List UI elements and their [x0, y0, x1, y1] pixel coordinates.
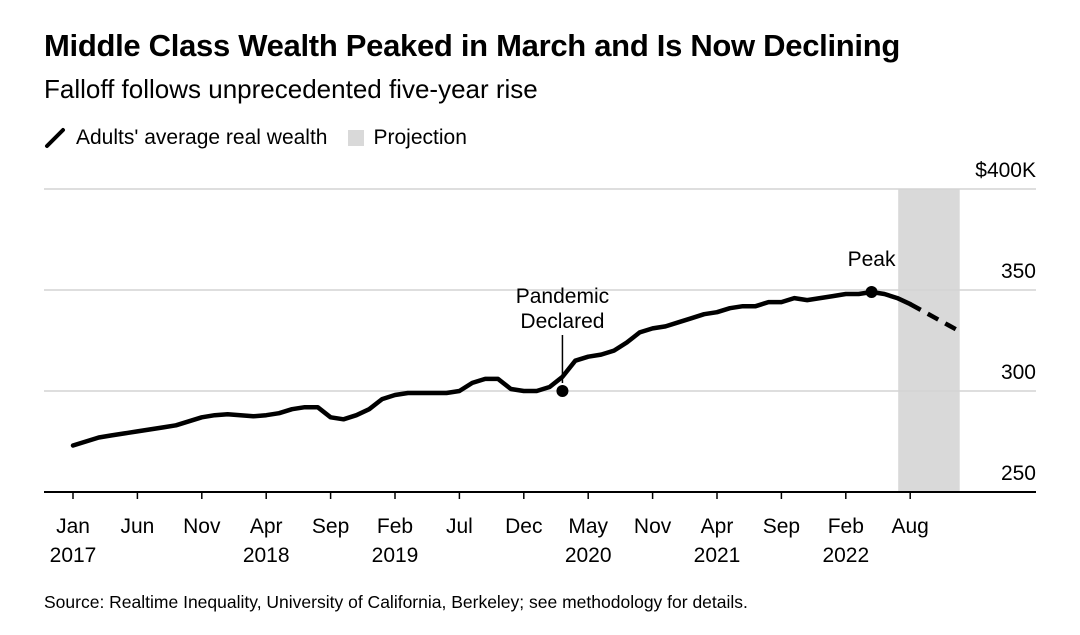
- x-tick-month-label: Nov: [634, 515, 672, 538]
- x-tick-year-label: 2020: [565, 544, 612, 567]
- x-tick-year-label: 2019: [372, 544, 419, 567]
- x-tick-month-label: Sep: [763, 515, 800, 538]
- x-tick-month-label: Apr: [701, 515, 734, 538]
- x-tick-month-label: Apr: [250, 515, 283, 538]
- x-tick-month-label: May: [568, 515, 608, 538]
- annotation-label: Peak: [848, 248, 896, 271]
- chart-subtitle: Falloff follows unprecedented five-year …: [44, 74, 538, 104]
- x-tick-year-label: 2021: [694, 544, 741, 567]
- x-axis: [44, 491, 1036, 499]
- projection-line: [909, 302, 963, 335]
- x-tick-month-label: Jun: [120, 515, 154, 538]
- x-tick-month-label: Jul: [446, 515, 473, 538]
- legend-item-wealth: Adults' average real wealth: [44, 126, 328, 150]
- x-tick-month-label: Aug: [892, 515, 929, 538]
- y-tick-label: 300: [1001, 361, 1036, 384]
- x-tick-year-label: 2017: [50, 544, 97, 567]
- x-tick-month-label: Feb: [377, 515, 413, 538]
- y-tick-label: 250: [1001, 462, 1036, 485]
- annotation-label: Pandemic: [516, 285, 609, 308]
- legend-label-wealth: Adults' average real wealth: [76, 126, 328, 149]
- x-axis-labels: Jan 2017 Jun Nov Apr 2018 Sep Feb 2019 Jul Dec May 2…: [50, 515, 929, 567]
- annotation-marker: [556, 385, 569, 397]
- projection-band: [898, 189, 960, 492]
- annotation-label: Declared: [520, 310, 604, 333]
- y-axis-labels: 250 300 350 $400K: [975, 159, 1036, 485]
- x-tick-month-label: Feb: [828, 515, 864, 538]
- y-tick-label: $400K: [975, 159, 1036, 182]
- x-tick-month-label: Jan: [56, 515, 90, 538]
- annotation-marker: [865, 286, 878, 299]
- legend-item-projection: Projection: [347, 126, 467, 150]
- wealth-line: [70, 289, 913, 448]
- projection-band-layer: [898, 189, 960, 492]
- x-tick-month-label: Nov: [183, 515, 221, 538]
- x-tick-month-label: Sep: [312, 515, 349, 538]
- line-swatch-icon: [45, 128, 65, 148]
- projection-swatch-icon: [347, 130, 364, 146]
- legend-label-projection: Projection: [373, 126, 467, 149]
- y-tick-label: 350: [1001, 260, 1036, 283]
- legend: Adults' average real wealth Projection: [44, 124, 487, 152]
- chart-title: Middle Class Wealth Peaked in March and …: [44, 28, 900, 63]
- x-tick-month-label: Dec: [505, 515, 542, 538]
- x-tick-year-label: 2022: [822, 544, 869, 567]
- source-note: Source: Realtime Inequality, University …: [44, 592, 748, 612]
- x-tick-year-label: 2018: [243, 544, 290, 567]
- series-layer: [70, 289, 963, 448]
